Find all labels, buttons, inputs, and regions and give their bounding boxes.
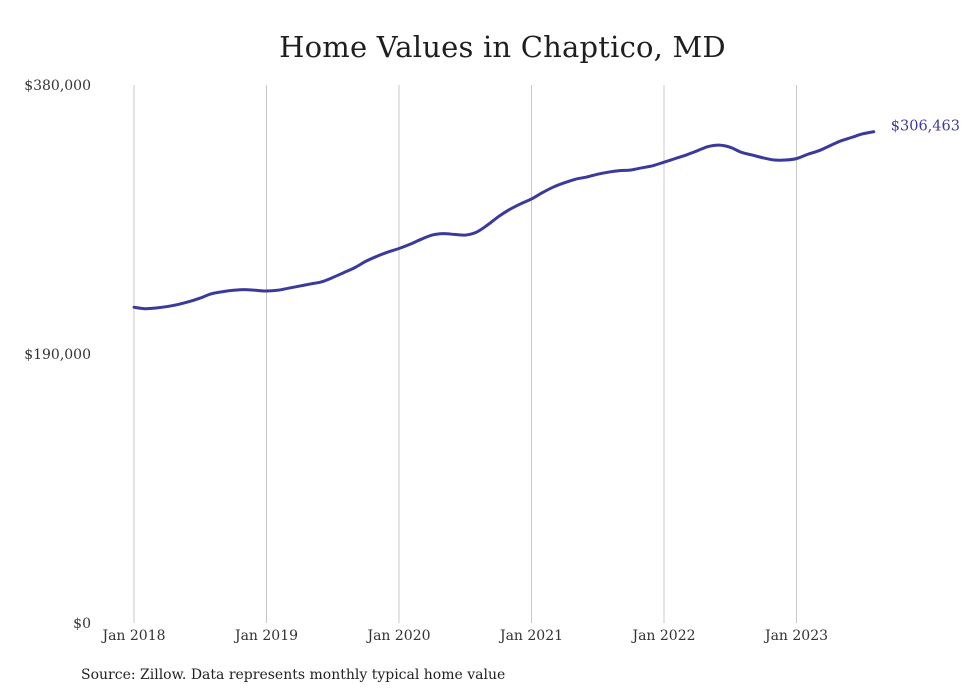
y-tick-label: $380,000 <box>24 78 91 94</box>
x-tick-label: Jan 2021 <box>498 628 563 644</box>
series-lines: $306,463 <box>132 119 960 311</box>
series-end-label: $306,463 <box>891 119 960 135</box>
x-tick-label: Jan 2023 <box>763 628 828 644</box>
x-tick-label: Jan 2020 <box>365 628 430 644</box>
series-line <box>132 130 876 311</box>
axis-labels: Jan 2018 Jan 2019 Jan 2020 Jan 2021 Jan 2022… <box>24 78 828 644</box>
gridlines <box>133 85 797 623</box>
y-tick-label: $0 <box>73 616 91 632</box>
source-note: Source: Zillow. Data represents monthly … <box>81 667 506 683</box>
x-tick-label: Jan 2019 <box>233 628 298 644</box>
y-tick-label: $190,000 <box>24 347 91 363</box>
x-tick-label: Jan 2022 <box>630 628 695 644</box>
x-tick-label: Jan 2018 <box>100 628 165 644</box>
chart-title: Home Values in Chaptico, MD <box>279 30 726 64</box>
